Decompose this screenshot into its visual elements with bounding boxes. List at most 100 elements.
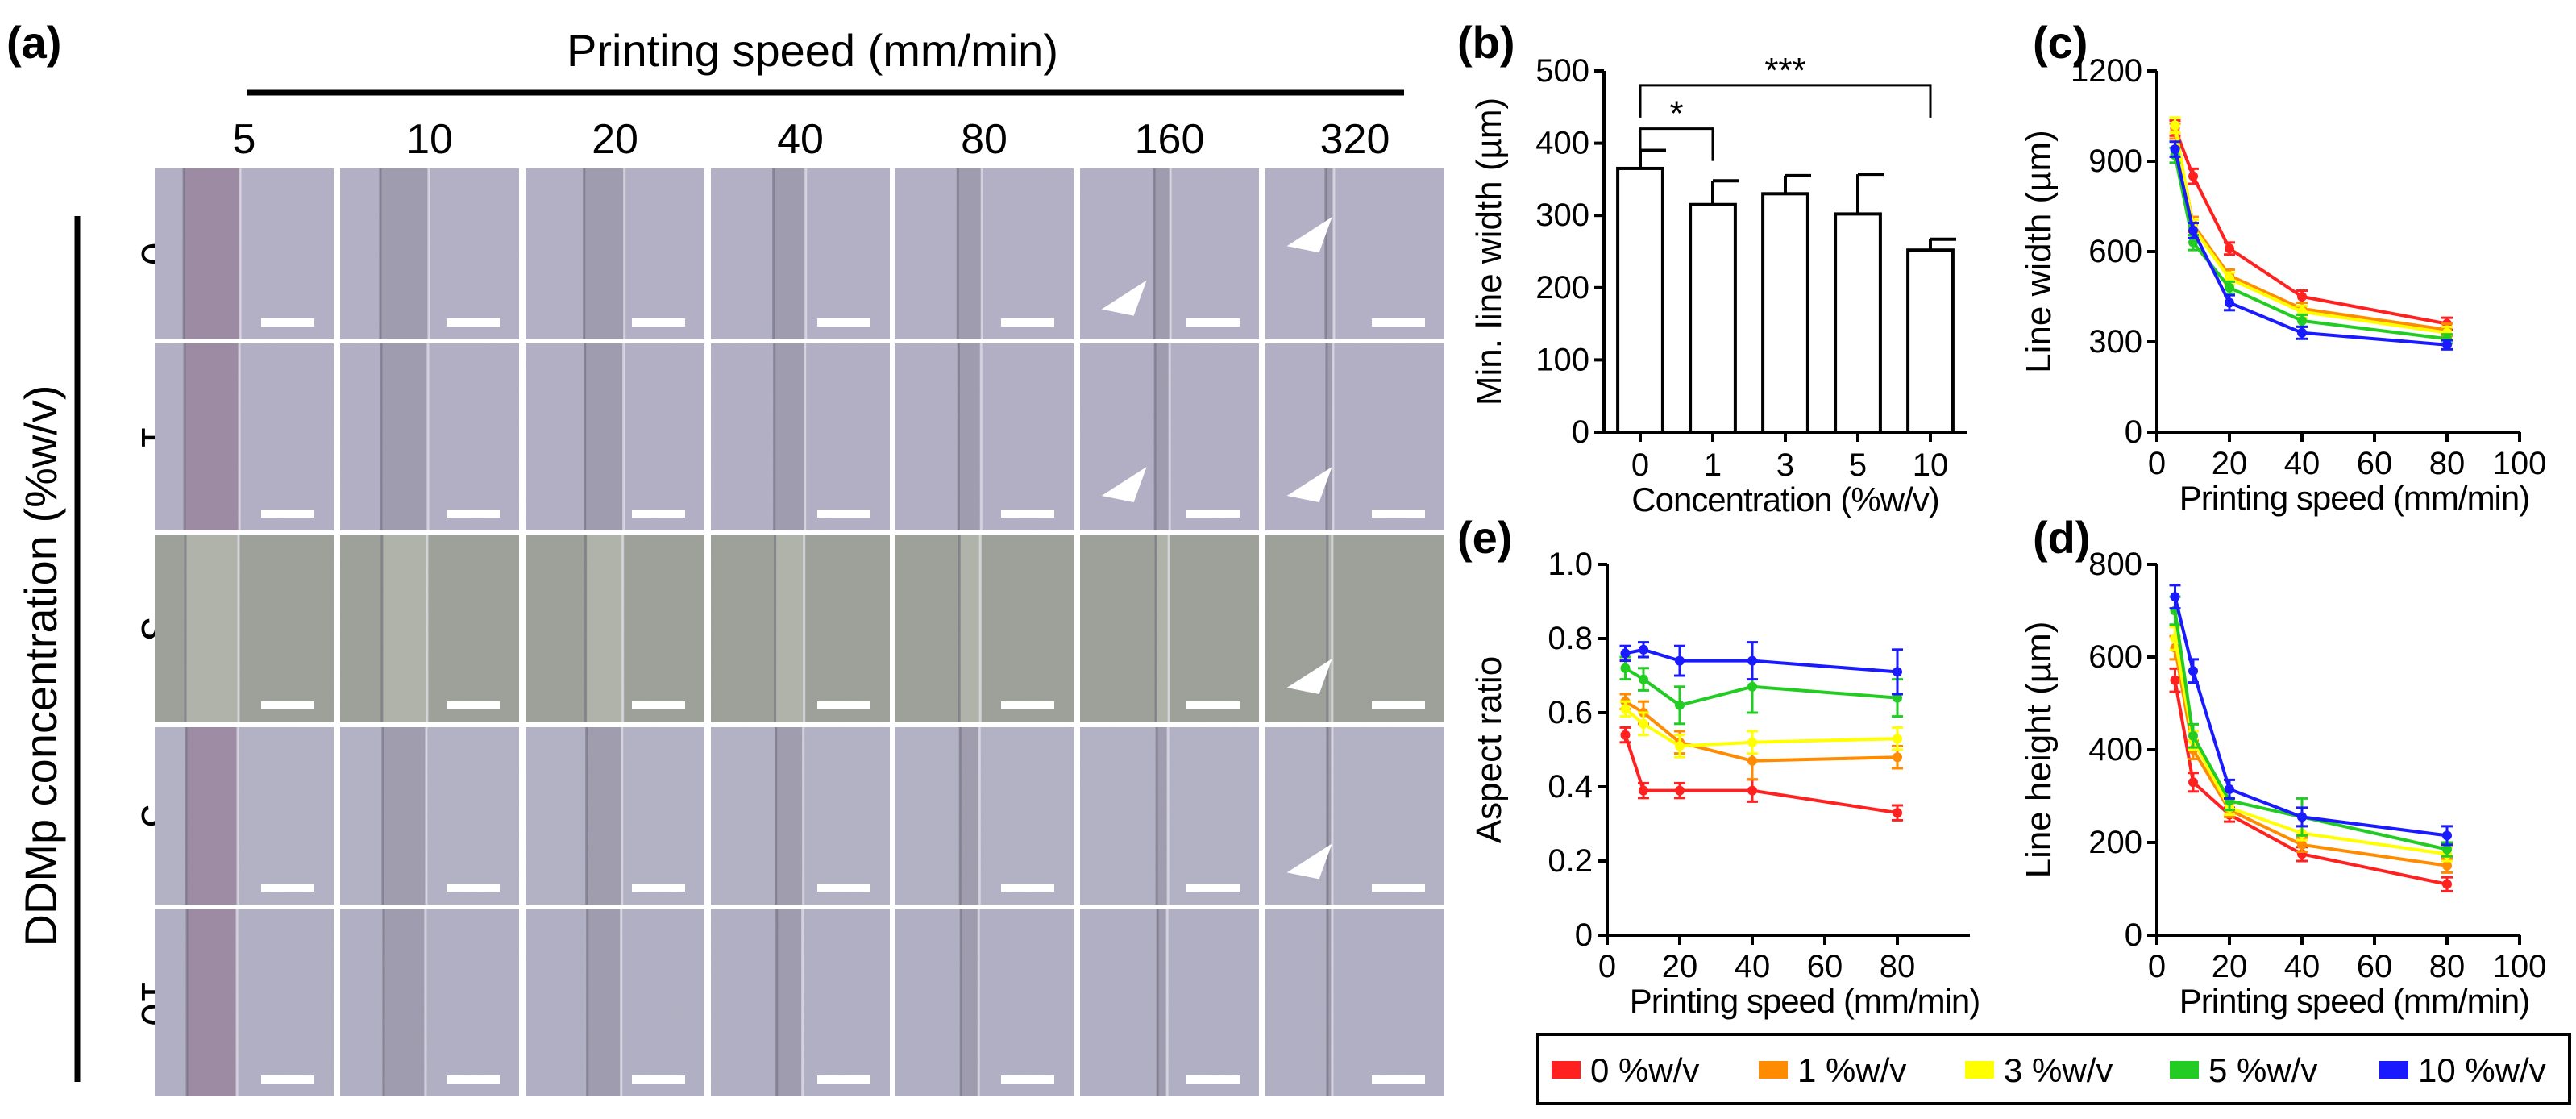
micrograph-cell (895, 909, 1074, 1096)
micrograph-cell (340, 168, 519, 339)
micrograph-cell (526, 909, 704, 1096)
y-tick-label: 300 (2088, 324, 2142, 360)
scale-bar (1372, 510, 1425, 518)
data-point (2170, 592, 2180, 602)
printed-filament (775, 727, 804, 905)
data-point (1639, 644, 1648, 655)
micrograph-cell (711, 343, 890, 530)
data-point (2225, 297, 2234, 308)
y-tick-label: 400 (1535, 126, 1589, 161)
scale-bar (1186, 701, 1240, 709)
micrograph-image (1265, 343, 1444, 530)
micrograph-cell (340, 727, 519, 905)
data-point (1747, 655, 1757, 666)
data-point (2442, 860, 2452, 871)
micrograph-cell (526, 535, 704, 722)
speed-labels: 5 10 20 40 80 160 320 (233, 116, 1390, 163)
legend-item: 5 %w/v (2170, 1051, 2317, 1089)
y-tick-label: 0 (1575, 917, 1593, 953)
data-point (1620, 648, 1631, 659)
x-tick-label: 100 (2493, 949, 2547, 984)
y-tick-label: 600 (2088, 639, 2142, 675)
data-point (2442, 830, 2452, 841)
printed-filament (185, 535, 239, 722)
printed-filament (383, 909, 426, 1096)
data-point (2188, 777, 2198, 788)
y-tick-label: 0 (2125, 917, 2142, 953)
panel-label: (d) (2033, 512, 2091, 563)
y-tick-label: 800 (2088, 547, 2142, 582)
printed-filament (776, 909, 803, 1096)
data-point (1620, 663, 1631, 673)
data-point (2188, 237, 2198, 248)
bar (1906, 248, 1955, 435)
y-tick-label: 1200 (2071, 53, 2142, 89)
legend-item: 0 %w/v (1552, 1051, 1699, 1089)
series-line (1624, 700, 1898, 763)
series (2169, 116, 2453, 340)
speed-label: 320 (1320, 116, 1390, 163)
data-point (1747, 755, 1757, 766)
printed-filament (584, 343, 624, 530)
series-line (2173, 124, 2448, 335)
panel-a-side-title: DDMp concentration (%w/v) (15, 385, 66, 946)
y-tick-label: 0.2 (1548, 843, 1593, 879)
scale-bar (1001, 510, 1054, 518)
legend-label: 1 %w/v (1797, 1051, 1906, 1089)
scale-bar (817, 884, 870, 892)
series-line (1625, 647, 1898, 674)
legend-label: 10 %w/v (2418, 1051, 2546, 1089)
micrograph-image (155, 535, 334, 722)
micrograph-cell (711, 727, 890, 905)
printed-filament (186, 727, 239, 905)
x-tick-label: 60 (2357, 949, 2393, 984)
legend-label: 3 %w/v (2004, 1051, 2113, 1089)
y-axis-title: Line height (µm) (2019, 622, 2059, 879)
series-line (2173, 127, 2448, 326)
scale-bar (261, 884, 314, 892)
x-tick-label: 0 (1598, 949, 1616, 984)
scale-bar (261, 510, 314, 518)
legend-label: 5 %w/v (2208, 1051, 2317, 1089)
scale-bar (447, 318, 500, 327)
micrograph-cell (711, 909, 890, 1096)
y-tick-label: 400 (2088, 732, 2142, 767)
data-point (1675, 700, 1685, 710)
data-point (1639, 718, 1648, 729)
micrograph-cell (1080, 343, 1259, 530)
micrograph-image (340, 343, 519, 530)
micrograph-image (1265, 535, 1444, 722)
printed-filament (1327, 727, 1332, 905)
y-axis-title: Min. line width (µm) (1469, 98, 1509, 406)
x-tick-label: 80 (2429, 446, 2466, 481)
y-tick-label: 200 (2088, 825, 2142, 860)
micrograph-cell (1265, 909, 1444, 1096)
series-line (1624, 667, 1898, 707)
scale-bar (447, 1075, 500, 1084)
x-tick-label: 40 (1735, 949, 1771, 984)
panel-label: (b) (1457, 17, 1515, 68)
micrograph-image (1265, 727, 1444, 905)
printed-filament (380, 343, 428, 530)
scale-bar (1001, 1075, 1054, 1084)
printed-filament (587, 909, 621, 1096)
y-tick-label: 0.4 (1548, 769, 1593, 805)
micrograph-cell (1080, 535, 1259, 722)
micrograph-grid (155, 168, 1444, 1096)
series (1619, 655, 1903, 726)
printed-filament (1154, 168, 1171, 339)
printed-filament (584, 168, 625, 339)
micrograph-cell (526, 343, 704, 530)
micrograph-cell (1080, 909, 1259, 1096)
data-point (2297, 839, 2307, 850)
printed-filament (1155, 343, 1170, 530)
micrograph-cell (155, 909, 334, 1096)
legend-item: 10 %w/v (2379, 1051, 2546, 1089)
micrograph-image (1080, 909, 1259, 1096)
printed-filament (187, 909, 238, 1096)
y-axis-title: Line width (µm) (2019, 130, 2059, 373)
data-point (2225, 784, 2234, 794)
printed-filament (184, 168, 241, 339)
